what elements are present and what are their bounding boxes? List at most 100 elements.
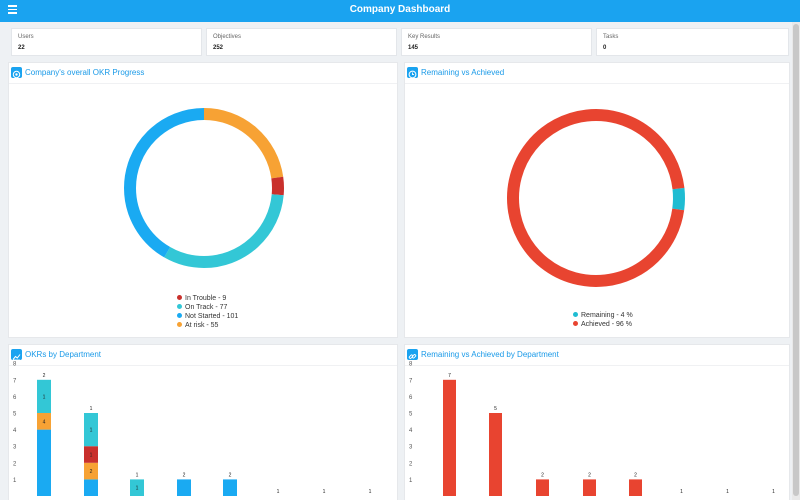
- bar-top-label: 2: [183, 472, 186, 478]
- panel-title: Remaining vs Achieved: [421, 68, 505, 77]
- legend-swatch: [177, 313, 182, 318]
- stat-value: 252: [213, 45, 224, 51]
- legend-label: In Trouble - 9: [185, 295, 227, 302]
- legend-label: On Track - 77: [185, 304, 228, 311]
- y-tick-label: 4: [409, 428, 413, 434]
- y-tick-label: 6: [13, 395, 17, 401]
- donut-slice-remaining[interactable]: [504, 106, 688, 290]
- bar-top-label: 2: [43, 373, 46, 379]
- chart-icon: [11, 349, 22, 361]
- okrs-by-department-bar-chart: 8 7 6 5 4 3 2 1 4 1 2 2 1 1 1 1 1 2 2 1 1 1: [13, 362, 372, 496]
- bar-segment-label: 1: [43, 394, 46, 400]
- clock-icon: [407, 67, 418, 79]
- bar-segment-label: 2: [90, 469, 93, 475]
- okr-progress-panel: Company's overall OKR Progress In Troubl…: [8, 62, 398, 338]
- link-icon: [407, 349, 418, 360]
- legend-label: Not Started - 101: [185, 313, 239, 320]
- panel-title: OKRs by Department: [25, 350, 102, 359]
- stat-card-objectives: Objectives 252: [206, 28, 397, 56]
- panel-divider: [9, 83, 397, 84]
- stat-value: 22: [18, 45, 25, 51]
- bar[interactable]: [536, 479, 549, 496]
- bar[interactable]: [443, 379, 456, 496]
- bar-segment[interactable]: [37, 429, 51, 496]
- remaining-achieved-department-bar-chart: 8 7 6 5 4 3 2 1 7 5 2 2 2 1 1 1: [409, 362, 775, 496]
- bar-top-label: 2: [541, 472, 544, 478]
- y-tick-label: 8: [13, 362, 17, 368]
- remaining-achieved-donut-chart: [504, 106, 688, 290]
- y-tick-label: 3: [409, 445, 413, 451]
- donut-slice-not-started[interactable]: [124, 108, 284, 268]
- bar-top-label: 2: [588, 472, 591, 478]
- bar-top-label: 2: [229, 472, 232, 478]
- y-tick-label: 2: [13, 461, 17, 467]
- donut-slice-in-trouble[interactable]: [124, 108, 284, 268]
- bar-segment-label: 1: [90, 453, 93, 459]
- legend-item-achieved[interactable]: Achieved - 96 %: [573, 320, 633, 329]
- bar-top-label: 2: [634, 472, 637, 478]
- bar-segment-label: 4: [43, 419, 46, 425]
- donut-slice-on-track[interactable]: [124, 108, 284, 268]
- legend-item-not-started[interactable]: Not Started - 101: [177, 312, 238, 321]
- legend-swatch: [177, 295, 182, 300]
- target-icon: [11, 67, 22, 79]
- bar-top-label: 1: [369, 489, 372, 495]
- page-scrollbar[interactable]: [792, 22, 800, 500]
- legend-label: Remaining - 4 %: [581, 312, 633, 319]
- okr-progress-legend: In Trouble - 9 On Track - 77 Not Started…: [177, 294, 238, 330]
- bar-segment[interactable]: [84, 413, 98, 447]
- bar-segment[interactable]: [84, 446, 98, 463]
- panel-divider: [9, 365, 397, 366]
- bar-top-label: 1: [726, 489, 729, 495]
- stat-card-tasks: Tasks 0: [596, 28, 789, 56]
- legend-swatch: [177, 322, 182, 327]
- stat-label: Objectives: [213, 34, 242, 40]
- y-tick-label: 7: [13, 378, 17, 384]
- page-title: Company Dashboard: [349, 4, 451, 15]
- stat-label: Users: [18, 34, 34, 40]
- bar-segment[interactable]: [177, 479, 191, 496]
- bar-segment[interactable]: [37, 379, 51, 413]
- legend-swatch: [573, 321, 578, 326]
- panel-divider: [405, 83, 789, 84]
- y-tick-label: 2: [409, 461, 413, 467]
- okr-progress-donut-chart: [124, 108, 284, 268]
- y-tick-label: 1: [13, 478, 17, 484]
- bar[interactable]: [583, 479, 596, 496]
- scrollbar-thumb[interactable]: [793, 24, 799, 496]
- y-tick-label: 8: [409, 362, 413, 368]
- bar-segment-label: 1: [90, 428, 93, 434]
- bar[interactable]: [489, 413, 502, 496]
- legend-item-remaining[interactable]: Remaining - 4 %: [573, 311, 633, 320]
- y-tick-label: 5: [409, 412, 413, 418]
- legend-item-in-trouble[interactable]: In Trouble - 9: [177, 294, 238, 303]
- y-tick-label: 6: [409, 395, 413, 401]
- y-tick-label: 1: [409, 478, 413, 484]
- bar-segment[interactable]: [130, 479, 144, 496]
- bar-top-label: 1: [323, 489, 326, 495]
- legend-swatch: [573, 312, 578, 317]
- bar-segment[interactable]: [84, 479, 98, 496]
- stat-label: Key Results: [408, 34, 441, 40]
- bar-segment[interactable]: [84, 462, 98, 480]
- panel-divider: [405, 365, 789, 366]
- legend-item-on-track[interactable]: On Track - 77: [177, 303, 238, 312]
- stat-value: 145: [408, 45, 419, 51]
- stat-value: 0: [603, 45, 607, 51]
- remaining-achieved-legend: Remaining - 4 % Achieved - 96 %: [573, 311, 633, 329]
- bar-top-label: 7: [448, 373, 451, 379]
- bar-segment[interactable]: [223, 479, 237, 496]
- y-tick-label: 5: [13, 412, 17, 418]
- stat-card-users: Users 22: [11, 28, 202, 56]
- bar-segment-label: 1: [136, 486, 139, 492]
- legend-item-at-risk[interactable]: At risk - 55: [177, 321, 238, 330]
- bar-segment[interactable]: [37, 413, 51, 430]
- legend-swatch: [177, 304, 182, 309]
- bar-top-label: 1: [772, 489, 775, 495]
- stat-label: Tasks: [603, 34, 619, 40]
- legend-label: At risk - 55: [185, 322, 219, 329]
- hamburger-menu-icon[interactable]: [8, 5, 17, 17]
- donut-slice-achieved[interactable]: [504, 106, 688, 290]
- bar[interactable]: [629, 479, 642, 496]
- stat-card-key-results: Key Results 145: [401, 28, 592, 56]
